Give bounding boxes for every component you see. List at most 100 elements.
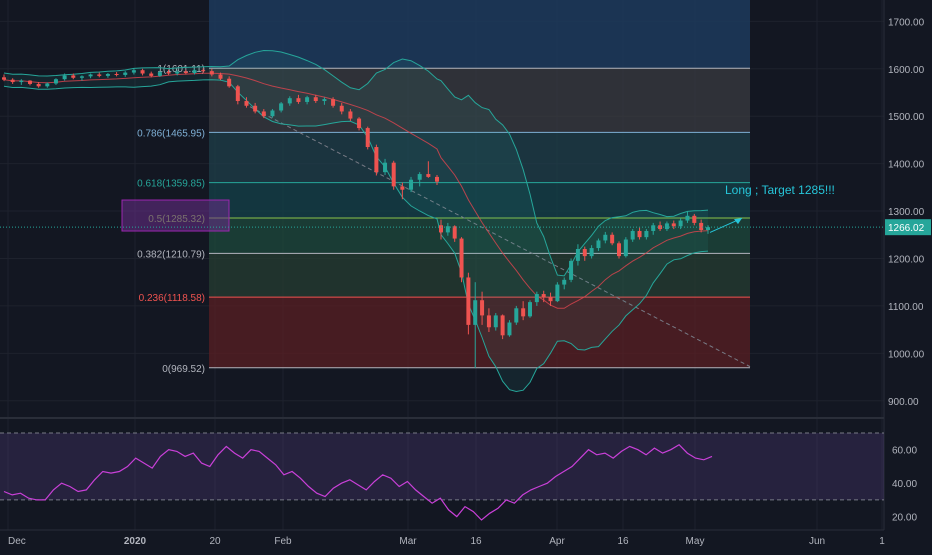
- candle-body: [322, 99, 327, 102]
- candle-body: [610, 234, 615, 244]
- price-tick-label: 1300.00: [888, 207, 925, 218]
- candle-body: [685, 215, 690, 221]
- candle-body: [603, 234, 608, 241]
- candle-body: [500, 315, 505, 336]
- candle-body: [88, 74, 93, 77]
- candle-body: [62, 75, 67, 80]
- price-tick-label: 900.00: [888, 397, 919, 408]
- candle-body: [417, 174, 422, 180]
- candle-body: [19, 80, 24, 83]
- candle-body: [305, 97, 310, 102]
- candle-body: [459, 238, 464, 278]
- candle-body: [555, 284, 560, 302]
- rsi-tick-label: 60.00: [892, 446, 917, 457]
- candle-body: [261, 111, 266, 117]
- time-tick-label: 16: [617, 536, 629, 547]
- candle-body: [596, 240, 601, 249]
- fib-level-label: 0.382(1210.79): [137, 249, 205, 260]
- fib-level-label: 1(1601.11): [157, 64, 205, 75]
- trend-line-dashed: [249, 106, 751, 368]
- candle-body: [114, 73, 119, 75]
- target-arrow-head: [734, 218, 742, 225]
- candle-body: [71, 75, 76, 78]
- time-tick-label: Dec: [8, 536, 26, 547]
- candle-body: [426, 174, 431, 177]
- candle-body: [105, 73, 110, 76]
- candle-body: [569, 260, 574, 280]
- candle-body: [287, 98, 292, 104]
- candle-body: [445, 226, 450, 233]
- fib-zone: [209, 132, 750, 183]
- candle-body: [313, 97, 318, 102]
- rsi-line: [3, 443, 713, 521]
- last-price-label: 1266.02: [888, 223, 925, 234]
- candle-body: [575, 249, 580, 261]
- candle-body: [582, 249, 587, 257]
- candle-body: [452, 226, 457, 239]
- candle-body: [140, 70, 145, 74]
- time-tick-label: 1: [879, 536, 885, 547]
- time-tick-label: May: [686, 536, 705, 547]
- candle-body: [235, 86, 240, 102]
- candle-body: [357, 118, 362, 129]
- candle-body: [548, 297, 553, 302]
- candle-body: [27, 80, 32, 84]
- candle-body: [218, 74, 223, 79]
- candle-body: [493, 315, 498, 328]
- candle-body: [706, 227, 710, 231]
- price-tick-label: 1400.00: [888, 160, 925, 171]
- time-tick-label: Feb: [274, 536, 292, 547]
- candle-body: [486, 315, 491, 328]
- candle-body: [348, 111, 353, 119]
- candle-body: [149, 73, 154, 76]
- candle-body: [157, 72, 162, 76]
- candle-body: [383, 162, 388, 173]
- candle-body: [630, 230, 635, 240]
- time-tick-label: Apr: [549, 536, 565, 547]
- candle-body: [534, 294, 539, 303]
- candlestick-series: [0, 68, 884, 369]
- fib-zone: [209, 253, 750, 298]
- candle-body: [296, 98, 301, 102]
- candle-body: [97, 74, 102, 76]
- time-tick-label: Jun: [809, 536, 825, 547]
- candle-body: [365, 128, 370, 148]
- candle-body: [435, 176, 439, 182]
- candle-body: [2, 77, 6, 80]
- candle-body: [253, 105, 258, 112]
- fib-zone: [209, 297, 750, 368]
- candle-body: [244, 101, 249, 106]
- candle-body: [36, 83, 41, 87]
- candle-body: [53, 79, 58, 84]
- candle-body: [409, 179, 414, 190]
- candle-body: [541, 294, 546, 298]
- price-tick-label: 1700.00: [888, 17, 925, 28]
- candle-body: [79, 76, 84, 78]
- fib-level-label: 0(969.52): [162, 364, 205, 375]
- candle-body: [699, 222, 704, 231]
- candle-body: [45, 83, 50, 87]
- last-price-badge: [885, 219, 931, 236]
- candle-body: [374, 147, 379, 173]
- candle-body: [651, 225, 656, 231]
- candle-body: [175, 71, 180, 74]
- candle-body: [331, 99, 336, 106]
- candle-body: [637, 230, 642, 238]
- candle-body: [209, 71, 214, 75]
- candle-body: [671, 223, 676, 227]
- candle-body: [528, 302, 532, 317]
- fib-highlight-box: [121, 199, 230, 232]
- trade-annotation[interactable]: Long ; Target 1285!!!: [725, 183, 835, 197]
- candle-body: [201, 70, 206, 72]
- candle-body: [400, 186, 405, 190]
- candle-body: [227, 78, 232, 87]
- fib-level-label: 0.786(1465.95): [137, 128, 205, 139]
- candle-body: [466, 277, 471, 325]
- fib-retracement[interactable]: 1(1601.11) 0.786(1465.95) 0.618(1359.85) 0.…: [121, 0, 751, 375]
- candle-body: [589, 248, 594, 257]
- candle-body: [439, 225, 443, 233]
- candle-body: [166, 72, 171, 74]
- price-axes: 1700.001600.001500.001400.001300.001200.…: [8, 17, 931, 547]
